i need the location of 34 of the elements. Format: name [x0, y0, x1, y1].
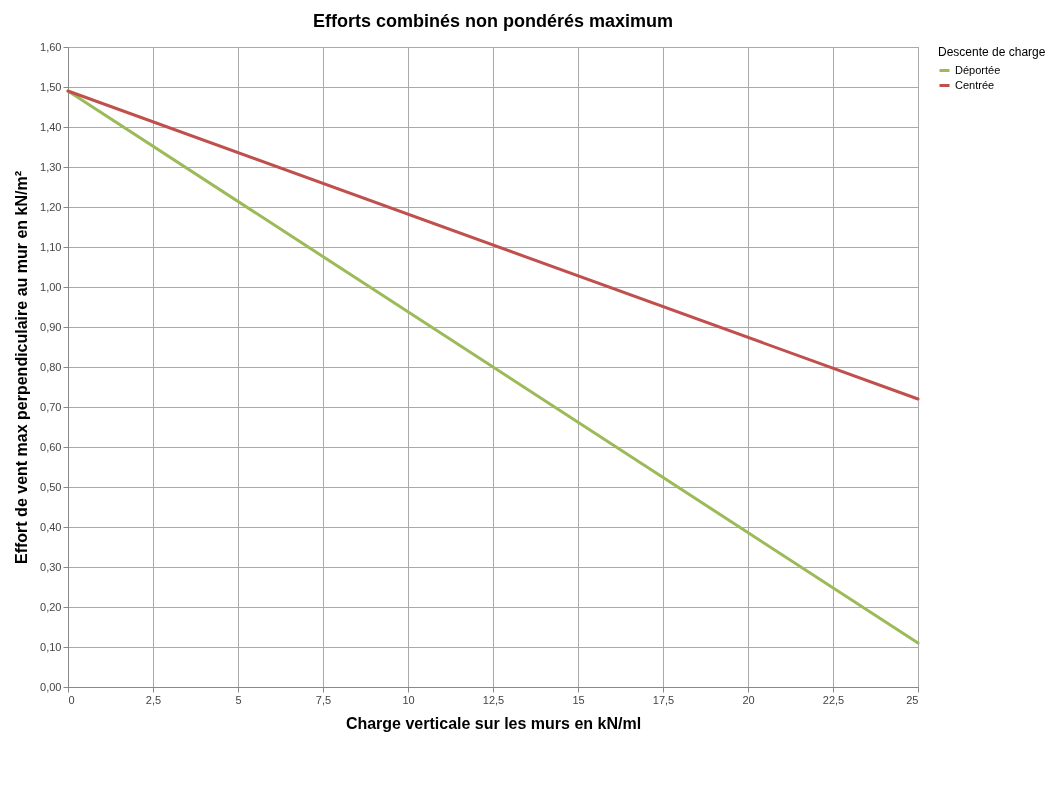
- x-tick-label: 2,5: [145, 693, 162, 706]
- y-tick-label: 1,50: [40, 80, 62, 93]
- x-tick-label: 22,5: [822, 693, 845, 706]
- x-tick-label: 0: [68, 693, 75, 706]
- y-tick-label: 1,30: [40, 160, 62, 173]
- y-tick-label: 0,90: [40, 320, 62, 333]
- legend-title: Descente de charge: [938, 45, 1046, 59]
- y-tick-label: 0,80: [40, 360, 62, 373]
- x-tick-label: 17,5: [652, 693, 675, 706]
- x-tick-label: 15: [572, 693, 585, 706]
- y-tick-label: 1,00: [40, 280, 62, 293]
- x-axis-title: Charge verticale sur les murs en kN/ml: [345, 714, 642, 732]
- chart-title: Efforts combinés non pondérés maximum: [312, 11, 674, 31]
- y-tick-label: 0,70: [40, 400, 62, 413]
- x-tick-label: 5: [235, 693, 242, 706]
- y-tick-label: 0,50: [40, 480, 62, 493]
- x-tick-label: 10: [402, 693, 415, 706]
- y-tick-label: 1,60: [40, 40, 62, 53]
- y-tick-label: 1,10: [40, 240, 62, 253]
- y-tick-label: 0,10: [40, 640, 62, 653]
- x-tick-label: 25: [906, 693, 919, 706]
- y-tick-label: 1,40: [40, 120, 62, 133]
- y-tick-label: 0,30: [40, 560, 62, 573]
- x-tick-label: 7,5: [315, 693, 332, 706]
- y-tick-label: 1,20: [40, 200, 62, 213]
- legend-label: Centrée: [955, 78, 995, 91]
- legend-label: Déportée: [955, 63, 1001, 76]
- y-tick-label: 0,40: [40, 520, 62, 533]
- y-tick-label: 0,60: [40, 440, 62, 453]
- x-tick-label: 12,5: [482, 693, 505, 706]
- y-axis-title: Effort de vent max perpendiculaire au mur en kN/m²: [13, 171, 31, 564]
- x-tick-label: 20: [742, 693, 755, 706]
- y-tick-label: 0,00: [40, 680, 62, 693]
- y-tick-label: 0,20: [40, 600, 62, 613]
